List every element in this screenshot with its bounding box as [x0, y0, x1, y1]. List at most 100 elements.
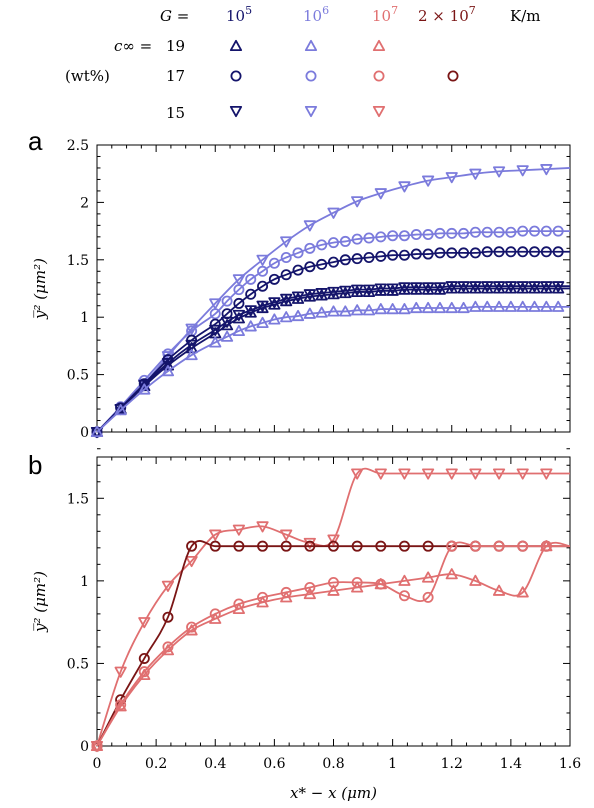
- legend-c-unit: (wt%): [65, 67, 110, 85]
- data-point: [386, 283, 399, 295]
- series-line: [96, 285, 571, 433]
- legend-marker-G1e5-c15: [229, 105, 243, 118]
- data-point: [492, 468, 506, 480]
- data-point: [552, 281, 565, 293]
- legend-g-value-1e7: 107: [372, 4, 398, 25]
- data-point: [303, 537, 316, 549]
- data-point: [374, 188, 387, 200]
- data-point: [233, 297, 245, 309]
- data-point: [221, 295, 233, 307]
- data-point: [421, 175, 435, 187]
- x-tick-label: 1.2: [441, 756, 463, 772]
- data-point: [516, 281, 529, 293]
- data-point: [445, 301, 458, 314]
- x-tick-label: 1.6: [559, 756, 581, 772]
- data-point: [327, 305, 340, 317]
- data-point: [410, 248, 422, 260]
- series-line: [96, 541, 570, 747]
- data-point: [469, 574, 482, 586]
- data-point: [185, 624, 198, 636]
- data-point: [245, 273, 257, 285]
- data-point: [421, 282, 435, 294]
- data-point: [458, 227, 470, 239]
- y-tick-label: 2.5: [67, 138, 89, 154]
- y-tick-label: 2: [80, 195, 89, 211]
- y-tick-label: 1: [80, 574, 89, 590]
- data-point: [291, 291, 305, 303]
- legend-marker-G1e5-c19: [229, 39, 243, 52]
- x-axis-label: x* − x (μm): [290, 784, 377, 802]
- legend-g-value-1e5: 105: [226, 4, 252, 25]
- data-point: [492, 584, 506, 596]
- data-point: [445, 281, 458, 293]
- data-point: [351, 468, 364, 480]
- legend-g-value-2e7: 2 × 107: [418, 4, 476, 25]
- data-point: [292, 264, 304, 276]
- data-point: [209, 612, 222, 624]
- series-line: [96, 167, 571, 433]
- data-point: [280, 540, 292, 552]
- legend-marker-G1e6-c17: [305, 70, 317, 82]
- data-point: [304, 581, 316, 593]
- data-point: [115, 699, 127, 711]
- data-point: [375, 540, 387, 552]
- x-tick-label: 0.4: [204, 756, 226, 772]
- x-tick-label: 0.2: [145, 756, 167, 772]
- data-point: [457, 281, 470, 293]
- data-point: [351, 233, 363, 245]
- data-point: [362, 304, 376, 316]
- data-point: [481, 300, 494, 312]
- legend-c-label: c∞ =: [114, 37, 152, 55]
- data-point: [469, 468, 482, 480]
- legend-marker-G1e7-c19: [372, 39, 386, 52]
- legend-marker-G1e7-c17: [373, 70, 385, 82]
- data-point: [528, 300, 541, 312]
- data-point: [469, 226, 481, 238]
- data-point: [316, 239, 328, 251]
- data-point: [481, 246, 493, 258]
- data-point: [209, 540, 221, 552]
- data-point: [363, 232, 375, 244]
- legend-marker-G1e6-c19: [304, 39, 318, 52]
- data-point: [351, 581, 364, 593]
- data-point: [257, 280, 269, 292]
- data-point: [516, 468, 529, 480]
- legend-g-label: G =: [160, 7, 189, 25]
- data-point: [161, 580, 175, 592]
- legend-marker-G1e7-c15: [372, 105, 386, 118]
- data-point: [458, 247, 470, 259]
- data-point: [386, 303, 399, 315]
- data-point: [446, 540, 458, 552]
- data-point: [280, 311, 293, 323]
- data-point: [422, 540, 434, 552]
- y-tick-label: 1: [80, 310, 89, 326]
- data-point: [398, 230, 410, 242]
- data-point: [421, 571, 435, 583]
- data-point: [185, 339, 198, 351]
- data-point: [351, 304, 364, 316]
- y-tick-label: 0: [80, 425, 89, 441]
- data-point: [540, 300, 553, 312]
- data-point: [516, 165, 529, 177]
- data-point: [387, 249, 399, 261]
- data-point: [316, 258, 328, 270]
- data-point: [410, 229, 422, 241]
- data-point: [387, 230, 399, 242]
- data-point: [446, 247, 458, 259]
- data-point: [469, 300, 482, 312]
- series-line: [96, 467, 570, 747]
- data-point: [280, 236, 293, 248]
- data-point: [268, 273, 280, 285]
- data-point: [398, 181, 411, 193]
- legend-marker-G2e7-c17: [447, 70, 459, 82]
- x-tick-label: 1: [388, 756, 397, 772]
- data-point: [445, 568, 458, 580]
- data-point: [138, 652, 150, 664]
- data-point: [209, 324, 222, 336]
- data-point: [161, 358, 175, 370]
- data-point: [398, 590, 410, 602]
- data-point: [327, 237, 339, 249]
- x-tick-label: 0.8: [322, 756, 344, 772]
- data-point: [492, 166, 506, 178]
